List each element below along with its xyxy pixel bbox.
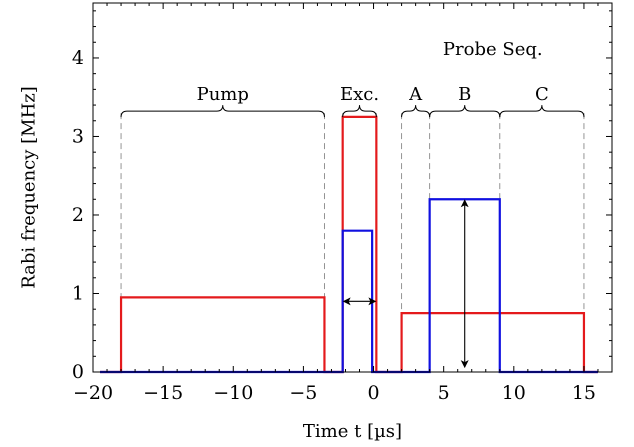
- y-tick-label: 1: [72, 282, 84, 304]
- brace-label: A: [408, 84, 423, 105]
- group-label: Probe Seq.: [443, 39, 543, 60]
- brace-label: B: [458, 84, 471, 105]
- x-tick-label: 5: [438, 382, 450, 404]
- brace: [499, 105, 585, 118]
- series-layer: [100, 115, 598, 374]
- ticks-layer: −20 −15 −10 −5 0 5 10 15 0 1 2 3 4: [72, 3, 613, 404]
- x-tick-label: −10: [213, 382, 253, 404]
- brace: [342, 105, 377, 118]
- x-tick-label: 10: [502, 382, 526, 404]
- y-tick-label: 2: [72, 204, 84, 226]
- y-tick-label: 3: [72, 125, 84, 147]
- brace-label: Pump: [197, 84, 249, 105]
- brace: [401, 105, 431, 118]
- dashed-markers-layer: [120, 113, 585, 372]
- plot-frame: [92, 2, 613, 373]
- series-line: [100, 115, 598, 374]
- x-tick-label: −20: [73, 382, 113, 404]
- series-line: [100, 198, 598, 374]
- x-tick-label: −15: [143, 382, 183, 404]
- brace-label: C: [535, 84, 549, 105]
- x-tick-label: 15: [572, 382, 596, 404]
- brace: [120, 105, 325, 118]
- y-tick-label: 4: [72, 47, 84, 69]
- brace: [429, 105, 501, 118]
- x-tick-label: 0: [367, 382, 379, 404]
- y-tick-label: 0: [72, 361, 84, 383]
- y-axis-label: Rabi frequency [MHz]: [18, 86, 39, 289]
- x-tick-label: −5: [289, 382, 317, 404]
- brace-label: Exc.: [340, 84, 379, 105]
- annotations-layer: Pump Exc. A B C Probe Seq.: [120, 39, 585, 369]
- x-axis-label: Time t [µs]: [303, 421, 402, 442]
